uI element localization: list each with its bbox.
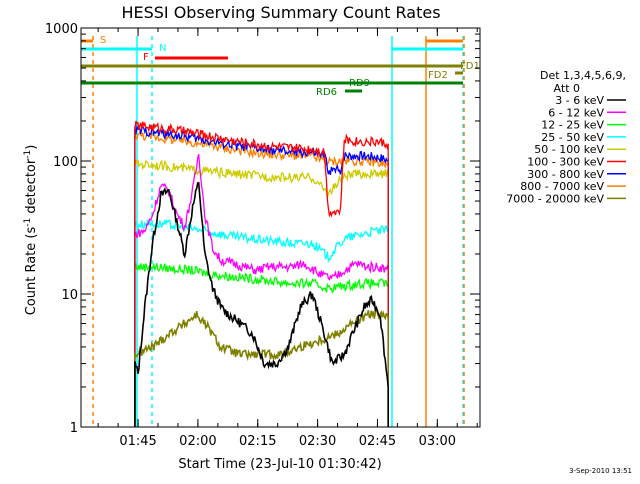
annotation-label-f: F <box>143 52 149 63</box>
legend-attenuator: Att 0 <box>554 82 580 95</box>
y-label-sup1: -1 <box>23 218 33 227</box>
plot-area: 1 10 100 1000 01:45 02:00 02:15 02:30 02:45 03:0… <box>45 22 481 449</box>
y-label-part1: Count Rate (s <box>24 227 39 316</box>
x-axis-ticks: 01:45 02:00 02:15 02:30 02:45 03:00 <box>97 28 478 449</box>
y-tick-label: 10 <box>61 288 78 303</box>
y-tick-label: 1 <box>70 421 78 436</box>
y-axis-label: Count Rate (s-1 detector-1) <box>23 145 39 316</box>
x-tick-label: 02:30 <box>299 434 336 449</box>
y-tick-label: 100 <box>53 155 78 170</box>
annotation-lines: S NF RD6 RD9 FD2 FD1 <box>81 35 480 427</box>
y-label-part2: detector <box>24 158 39 218</box>
annotation-label-fd1: FD1 <box>460 61 480 72</box>
y-label-sup2: -1 <box>23 150 33 159</box>
y-axis-ticks: 1 10 100 1000 <box>45 22 480 436</box>
series-line-3-6-kev <box>134 182 389 427</box>
legend-label: 12 - 25 keV <box>541 119 604 132</box>
annotation-label-rd9: RD9 <box>349 78 370 89</box>
x-tick-label: 01:45 <box>119 434 156 449</box>
series-line-7000-20000-kev <box>134 308 389 427</box>
legend-label: 300 - 800 keV <box>527 168 604 181</box>
x-axis-label: Start Time (23-Jul-10 01:30:42) <box>178 457 381 472</box>
series-line-6-12-kev <box>134 154 389 427</box>
x-tick-label: 02:45 <box>359 434 396 449</box>
x-tick-label: 03:00 <box>419 434 456 449</box>
annotation-label-fd2: FD2 <box>428 70 448 81</box>
annotation-label-n: N <box>159 43 166 54</box>
x-tick-label: 02:00 <box>179 434 216 449</box>
plot-frame <box>80 27 481 428</box>
series-line-100-300-kev <box>134 120 389 427</box>
annotation-label-s: S <box>100 35 106 46</box>
series-line-12-25-kev <box>134 262 389 427</box>
series-line-50-100-kev <box>134 159 389 427</box>
legend-label: 3 - 6 keV <box>555 94 604 107</box>
legend-label: 800 - 7000 keV <box>520 180 604 193</box>
timestamp: 3-Sep-2010 13:51 <box>569 467 632 475</box>
chart-title: HESSI Observing Summary Count Rates <box>121 3 440 22</box>
series-layer <box>134 120 389 427</box>
legend-label: 6 - 12 keV <box>548 106 604 119</box>
annotation-label-rd6: RD6 <box>316 87 337 98</box>
series-line-300-800-kev <box>134 124 389 427</box>
legend-label: 100 - 300 keV <box>527 156 604 169</box>
legend-header: Det 1,3,4,5,6,9, <box>540 69 626 82</box>
legend-label: 25 - 50 keV <box>541 131 604 144</box>
legend-label: 50 - 100 keV <box>534 143 604 156</box>
legend-label: 7000 - 20000 keV <box>506 192 604 205</box>
y-tick-label: 1000 <box>45 22 78 37</box>
y-label-part3: ) <box>24 145 39 150</box>
x-tick-label: 02:15 <box>239 434 276 449</box>
